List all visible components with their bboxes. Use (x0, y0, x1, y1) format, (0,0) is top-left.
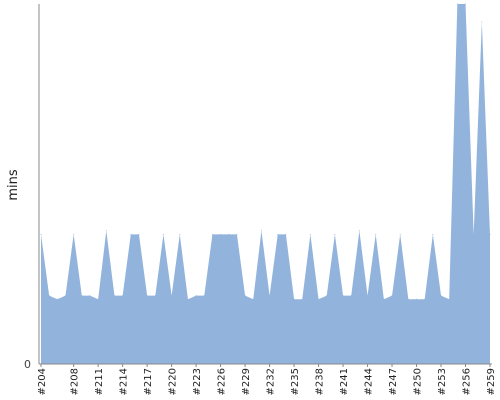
series-area (41, 4, 490, 364)
data-point-206 (56, 298, 58, 300)
data-point-246 (383, 298, 385, 300)
data-point-235 (293, 298, 295, 300)
x-tick-label: #250 (413, 368, 424, 395)
x-tick-label: #232 (266, 368, 277, 395)
x-tick-label: #241 (339, 368, 350, 395)
data-point-252 (432, 233, 434, 235)
x-tick-label: #214 (119, 368, 130, 395)
data-point-218 (154, 295, 156, 297)
data-point-231 (260, 230, 262, 232)
data-point-215 (130, 233, 132, 235)
data-point-253 (440, 295, 442, 297)
x-tick-label: #247 (388, 368, 399, 395)
y-axis-label: mins (6, 169, 21, 201)
data-point-208 (73, 233, 75, 235)
data-point-213 (113, 295, 115, 297)
data-point-207 (64, 295, 66, 297)
data-point-248 (399, 233, 401, 235)
data-point-232 (269, 295, 271, 297)
data-point-205 (48, 295, 50, 297)
data-point-229 (244, 295, 246, 297)
data-point-239 (326, 295, 328, 297)
y-tick-label-zero: 0 (24, 358, 31, 371)
x-tick-label: #238 (315, 368, 326, 395)
data-point-211 (97, 298, 99, 300)
data-point-258 (481, 21, 483, 23)
data-point-222 (187, 298, 189, 300)
x-tick-label: #226 (217, 368, 228, 395)
data-point-256 (465, 3, 467, 5)
data-point-250 (416, 298, 418, 300)
x-tick-label: #223 (192, 368, 203, 395)
x-tick-label: #217 (143, 368, 154, 395)
x-tick-label: #244 (364, 368, 375, 395)
data-point-241 (342, 295, 344, 297)
data-point-240 (334, 233, 336, 235)
data-point-243 (358, 230, 360, 232)
x-tick-label: #220 (168, 368, 179, 395)
x-tick-label: #204 (37, 368, 48, 395)
x-tick-label: #256 (462, 368, 473, 395)
x-axis-ticks: #204 #208 #211 #214 #217 #220 #223 #226 #229 #232… (37, 364, 497, 395)
x-tick-label: #211 (94, 368, 105, 395)
data-point-217 (146, 295, 148, 297)
data-point-228 (236, 233, 238, 235)
data-point-225 (211, 233, 213, 235)
data-point-257 (473, 233, 475, 235)
data-point-223 (195, 295, 197, 297)
data-point-245 (375, 233, 377, 235)
plot-area (40, 3, 491, 364)
x-tick-label: #229 (241, 368, 252, 395)
data-point-259 (489, 233, 491, 235)
x-tick-label: #259 (486, 368, 497, 395)
data-point-209 (81, 295, 83, 297)
data-point-230 (252, 298, 254, 300)
x-tick-label: #235 (290, 368, 301, 395)
data-point-204 (40, 233, 42, 235)
data-point-237 (309, 233, 311, 235)
x-tick-label: #253 (437, 368, 448, 395)
data-point-219 (162, 233, 164, 235)
data-point-238 (318, 298, 320, 300)
data-point-214 (122, 295, 124, 297)
data-point-255 (456, 3, 458, 5)
data-point-212 (105, 230, 107, 232)
data-point-244 (367, 295, 369, 297)
data-point-242 (350, 295, 352, 297)
data-point-233 (277, 233, 279, 235)
data-point-234 (285, 233, 287, 235)
data-point-247 (391, 295, 393, 297)
x-tick-label: #208 (70, 368, 81, 395)
data-point-221 (179, 233, 181, 235)
data-point-210 (89, 295, 91, 297)
data-point-236 (301, 298, 303, 300)
data-point-227 (228, 233, 230, 235)
data-point-224 (203, 295, 205, 297)
data-point-249 (407, 298, 409, 300)
data-point-226 (220, 233, 222, 235)
data-point-254 (448, 298, 450, 300)
data-point-220 (171, 295, 173, 297)
data-point-216 (138, 233, 140, 235)
data-point-251 (424, 298, 426, 300)
